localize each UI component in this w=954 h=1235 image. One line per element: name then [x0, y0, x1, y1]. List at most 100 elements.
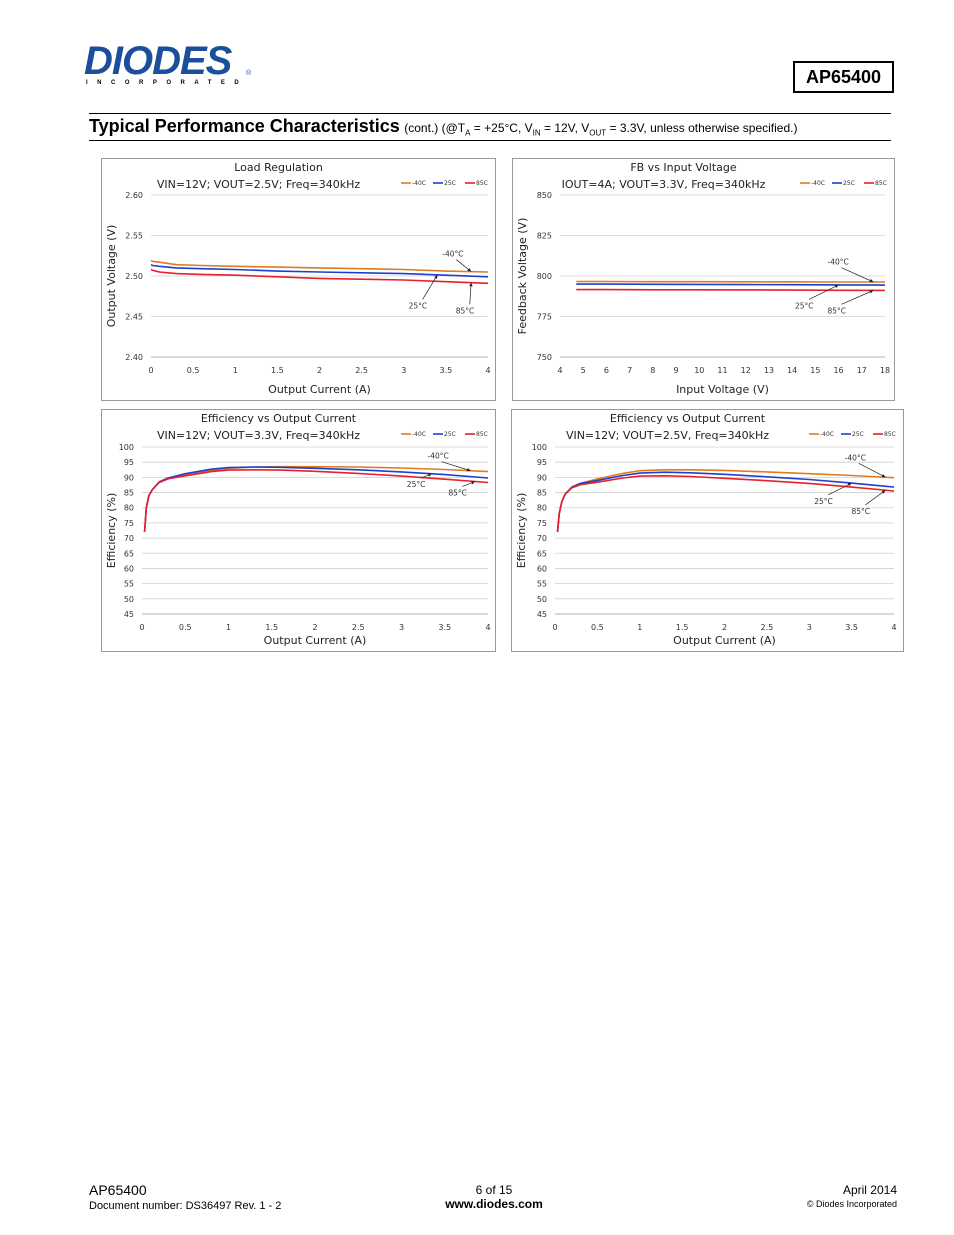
chart-frame — [101, 158, 496, 401]
annotation-arrow — [841, 267, 874, 283]
chart-subtitle: VIN=12V; VOUT=3.3V, Freq=340kHz — [157, 429, 360, 442]
y-tick-label: 65 — [124, 549, 134, 558]
y-tick-label: 85 — [124, 489, 134, 498]
legend-label: 25C — [444, 431, 456, 438]
y-tick-label: 60 — [124, 564, 134, 573]
x-tick-label: 14 — [787, 366, 797, 375]
footer-website[interactable]: www.diodes.com — [445, 1197, 543, 1211]
x-axis-label: Output Current (A) — [268, 383, 371, 396]
legend-label: 85C — [884, 431, 896, 438]
annotation-arrowhead — [434, 274, 438, 279]
y-tick-label: 2.50 — [125, 272, 143, 281]
x-tick-label: 2.5 — [761, 623, 774, 632]
section-title: Typical Performance Characteristics (con… — [89, 116, 797, 137]
x-tick-label: 0 — [552, 623, 557, 632]
y-tick-label: 90 — [537, 473, 547, 482]
annotation-arrowhead — [471, 481, 476, 485]
annotation-arrowhead — [869, 290, 874, 294]
x-tick-label: 3 — [807, 623, 812, 632]
annotation-arrowhead — [881, 490, 886, 494]
y-tick-label: 90 — [124, 473, 134, 482]
legend-label: 25C — [852, 431, 864, 438]
y-tick-label: 2.60 — [125, 191, 143, 200]
x-tick-label: 4 — [891, 623, 896, 632]
annotation-label: 85°C — [828, 306, 847, 315]
x-tick-label: 0 — [148, 366, 153, 375]
x-axis-label: Output Current (A) — [673, 634, 776, 647]
x-tick-label: 3.5 — [440, 366, 453, 375]
x-tick-label: 1 — [226, 623, 231, 632]
header-rule-top — [89, 113, 891, 114]
footer-copyright: © Diodes Incorporated — [806, 1199, 897, 1209]
y-tick-label: 750 — [537, 353, 552, 362]
x-tick-label: 11 — [717, 366, 727, 375]
annotation-arrow — [469, 282, 472, 305]
x-axis-label: Output Current (A) — [264, 634, 367, 647]
annotation-label: 85°C — [851, 507, 870, 516]
chart-subtitle: VIN=12V; VOUT=2.5V; Freq=340kHz — [157, 178, 361, 191]
x-tick-label: 18 — [880, 366, 890, 375]
x-tick-label: 1 — [637, 623, 642, 632]
footer-date: April 2014 — [842, 1183, 897, 1197]
series-line-25C — [150, 263, 489, 278]
x-tick-label: 2.5 — [355, 366, 368, 375]
y-tick-label: 50 — [537, 595, 547, 604]
annotation-arrowhead — [834, 284, 839, 289]
annotation-arrowhead — [847, 483, 852, 487]
y-tick-label: 95 — [124, 458, 134, 467]
series-line--40C — [576, 280, 885, 283]
annotation-arrow — [865, 489, 886, 506]
x-tick-label: 2 — [312, 623, 317, 632]
series-line-85C — [576, 288, 886, 292]
legend-label: -40C — [412, 180, 426, 187]
x-tick-label: 4 — [557, 366, 562, 375]
x-tick-label: 3 — [399, 623, 404, 632]
x-tick-label: 3.5 — [845, 623, 858, 632]
y-tick-label: 75 — [537, 519, 547, 528]
x-tick-label: 0.5 — [187, 366, 200, 375]
x-tick-label: 0.5 — [179, 623, 192, 632]
legend-label: 25C — [843, 180, 855, 187]
chart-frame — [512, 158, 895, 401]
y-tick-label: 65 — [537, 549, 547, 558]
y-axis-label: Output Voltage (V) — [105, 225, 118, 328]
annotation-arrow — [828, 482, 852, 496]
x-tick-label: 2 — [317, 366, 322, 375]
series-line--40C — [150, 259, 489, 273]
chart-efficiency-3v3: Efficiency vs Output Current VIN=12V; VOU… — [101, 409, 496, 652]
chart-title: Load Regulation — [234, 161, 323, 174]
annotation-arrowhead — [466, 468, 471, 472]
legend-label: 85C — [476, 180, 488, 187]
footer-doc-number: Document number: DS36497 Rev. 1 - 2 — [89, 1200, 282, 1212]
legend-label: 85C — [875, 180, 887, 187]
y-tick-label: 80 — [124, 504, 134, 513]
annotation-arrowhead — [869, 278, 874, 283]
x-tick-label: 10 — [694, 366, 704, 375]
y-tick-label: 55 — [537, 580, 547, 589]
eff-2v5-svg: Efficiency vs Output Current VIN=12V; VOU… — [511, 409, 904, 652]
x-tick-label: 4 — [485, 366, 490, 375]
annotation-arrowhead — [467, 268, 472, 272]
header-rule-bottom — [89, 140, 891, 141]
y-tick-label: 75 — [124, 519, 134, 528]
series-line-85C — [556, 475, 895, 533]
y-tick-label: 55 — [124, 580, 134, 589]
annotation-arrow — [808, 284, 839, 300]
x-tick-label: 0.5 — [591, 623, 604, 632]
annotation-label: -40°C — [428, 452, 449, 461]
x-tick-label: 7 — [627, 366, 632, 375]
y-tick-label: 2.55 — [125, 232, 143, 241]
x-tick-label: 9 — [674, 366, 679, 375]
chart-subtitle: IOUT=4A; VOUT=3.3V, Freq=340kHz — [562, 178, 766, 191]
y-tick-label: 45 — [537, 610, 547, 619]
annotation-arrow — [841, 290, 874, 305]
x-tick-label: 8 — [650, 366, 655, 375]
annotation-arrow — [858, 463, 886, 478]
annotation-label: 25°C — [409, 301, 428, 310]
series-line-25C — [576, 283, 886, 286]
load-regulation-svg: Load Regulation VIN=12V; VOUT=2.5V; Freq=… — [101, 158, 496, 401]
series-line-85C — [143, 468, 489, 533]
legend-label: -40C — [412, 431, 426, 438]
x-tick-label: 3.5 — [438, 623, 451, 632]
y-tick-label: 100 — [119, 443, 134, 452]
